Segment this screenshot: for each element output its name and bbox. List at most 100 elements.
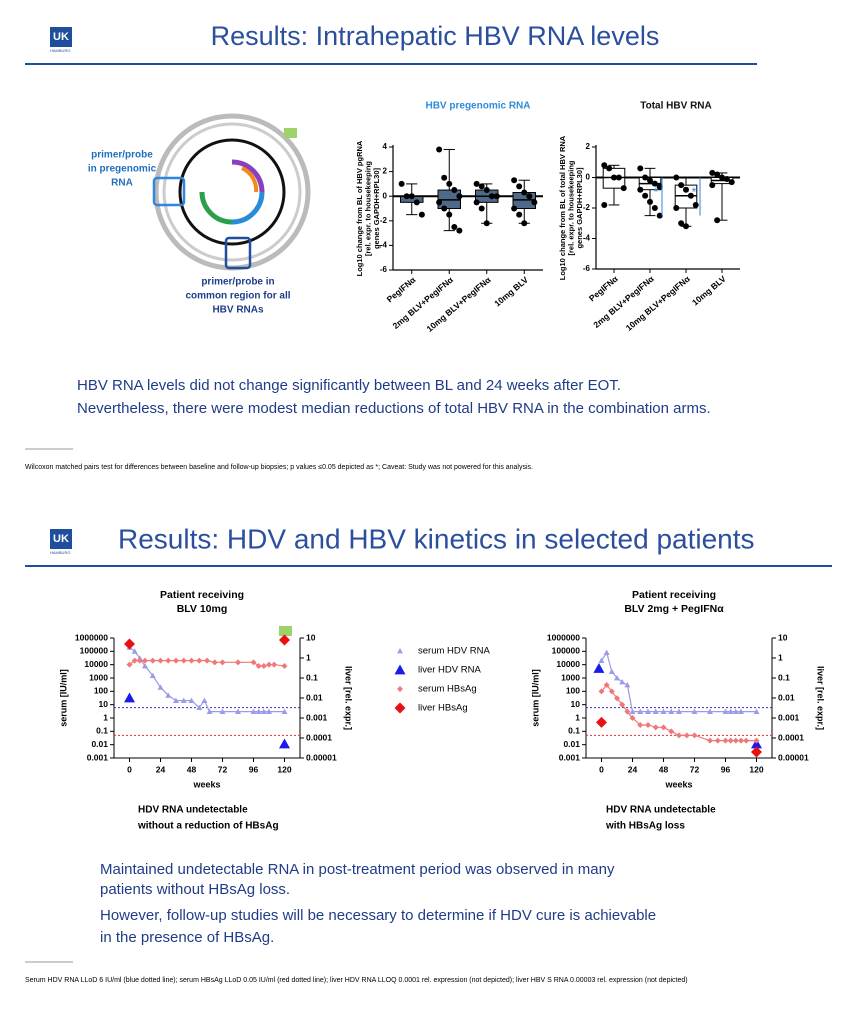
marker	[204, 657, 210, 664]
marker	[211, 659, 218, 666]
data-point	[656, 212, 663, 219]
marker	[165, 692, 172, 698]
marker	[727, 737, 734, 744]
marker	[180, 657, 187, 664]
y2-tick-label: 1	[778, 652, 783, 662]
y-tick-label: 100	[94, 686, 108, 696]
y-tick-label: 100	[566, 686, 580, 696]
y-tick-label: -6	[380, 265, 388, 274]
logo: UK	[53, 533, 69, 545]
y-tick-label: 1000	[89, 672, 108, 682]
y2-tick-label: 1	[306, 652, 311, 662]
probe-label: HBV RNAs	[212, 305, 264, 316]
y-axis-label: genes GAPDH+RPL30]	[372, 167, 381, 249]
x-tick-label: 24	[156, 764, 166, 774]
y2-axis-label: liver [rel. expr.]	[344, 666, 354, 730]
data-point	[709, 169, 716, 176]
data-point	[692, 201, 699, 208]
y-tick-label: -2	[380, 216, 388, 225]
y-tick-label: 0.01	[91, 739, 108, 749]
data-point	[441, 174, 448, 181]
chart-subtitle: BLV 2mg + PegIFNα	[624, 603, 724, 615]
marker	[668, 728, 675, 735]
data-point	[601, 162, 608, 169]
y-tick-label: 10000	[556, 659, 580, 669]
x-tick-label: 96	[249, 764, 259, 774]
y2-tick-label: 0.001	[306, 712, 328, 722]
y-axis-label: serum [IU/ml]	[58, 669, 68, 727]
data-point	[728, 179, 735, 186]
data-point	[611, 174, 617, 181]
data-point	[642, 174, 649, 181]
marker	[714, 737, 721, 744]
marker	[173, 697, 179, 704]
data-point	[478, 205, 485, 212]
data-point	[651, 205, 658, 211]
marker	[743, 737, 750, 744]
marker	[266, 708, 272, 715]
marker	[691, 732, 698, 739]
y-tick-label: 0.01	[563, 739, 580, 749]
slide-title: Results: HDV and HBV kinetics in selecte…	[118, 523, 755, 554]
legend-label: serum HDV RNA	[418, 646, 490, 657]
marker	[235, 659, 241, 666]
y2-tick-label: 0.001	[778, 712, 800, 722]
chart-caption: HDV RNA undetectable	[606, 805, 716, 816]
x-tick-label: 48	[659, 764, 669, 774]
marker	[126, 661, 133, 668]
y-tick-label: 1000	[561, 672, 580, 682]
y-tick-label: -4	[583, 234, 591, 243]
marker	[281, 708, 288, 715]
y-axis-label: [rel. expr. to housekeeping	[363, 161, 372, 256]
logo: UK	[53, 31, 69, 43]
marker	[250, 659, 257, 666]
y-tick-label: 0	[383, 191, 388, 200]
logo-box	[50, 529, 72, 549]
marker	[165, 657, 172, 664]
marker	[629, 715, 636, 721]
marker	[397, 648, 403, 654]
y-tick-label: 100000	[80, 646, 109, 656]
marker	[279, 634, 290, 646]
marker	[707, 737, 713, 744]
marker	[683, 732, 690, 739]
data-point	[436, 146, 443, 153]
marker	[614, 695, 620, 702]
marker	[219, 708, 226, 715]
marker	[727, 708, 734, 715]
y-tick-label: 0.001	[87, 752, 109, 762]
box	[674, 184, 698, 209]
marker	[732, 737, 739, 744]
marker	[593, 662, 605, 673]
marker	[136, 657, 143, 664]
x-axis-label: weeks	[664, 779, 692, 789]
probe-label: RNA	[111, 178, 133, 189]
y-tick-label: -4	[380, 241, 388, 250]
data-point	[642, 192, 649, 199]
marker	[598, 688, 605, 695]
data-point	[637, 186, 644, 193]
x-tick-label: 120	[749, 764, 763, 774]
x-tick-label: 72	[218, 764, 228, 774]
marker	[722, 708, 729, 715]
data-point	[451, 187, 458, 194]
y-tick-label: -2	[583, 203, 591, 212]
y-tick-label: 4	[383, 142, 388, 151]
marker	[598, 657, 605, 664]
data-point	[683, 186, 689, 193]
marker	[266, 661, 272, 668]
legend-label: liver HDV RNA	[418, 665, 481, 676]
marker	[157, 684, 164, 690]
marker	[619, 679, 626, 685]
y2-tick-label: 0.0001	[306, 732, 332, 742]
y2-tick-label: 10	[306, 632, 316, 642]
x-tick-label: 24	[628, 764, 638, 774]
body-text: in the presence of HBsAg.	[100, 929, 274, 946]
marker	[596, 716, 607, 728]
data-point	[446, 211, 453, 218]
marker	[196, 704, 203, 711]
data-point	[493, 193, 500, 200]
marker	[250, 708, 257, 715]
marker	[722, 737, 729, 744]
marker	[652, 724, 659, 731]
